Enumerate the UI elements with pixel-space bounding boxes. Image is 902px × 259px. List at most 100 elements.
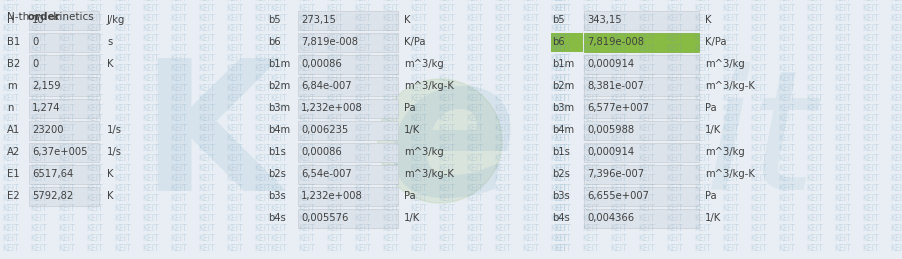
Text: KEIT: KEIT xyxy=(410,194,427,203)
Text: KEIT: KEIT xyxy=(438,4,455,13)
Text: 7,819e-008: 7,819e-008 xyxy=(301,37,358,47)
Text: KEIT: KEIT xyxy=(254,104,271,113)
Text: KEIT: KEIT xyxy=(354,4,371,13)
Text: KEIT: KEIT xyxy=(862,194,879,203)
Text: KEIT: KEIT xyxy=(750,144,767,153)
Text: KEIT: KEIT xyxy=(438,14,455,23)
FancyBboxPatch shape xyxy=(29,186,99,205)
Text: KEIT: KEIT xyxy=(582,34,599,43)
Text: 6,54e-007: 6,54e-007 xyxy=(301,169,352,179)
Text: m^3/kg-K: m^3/kg-K xyxy=(404,169,454,179)
Text: KEIT: KEIT xyxy=(494,134,511,143)
Text: KEIT: KEIT xyxy=(550,134,566,143)
Text: KEIT: KEIT xyxy=(582,234,599,243)
Text: KEIT: KEIT xyxy=(142,154,159,163)
Text: KEIT: KEIT xyxy=(554,0,571,3)
Text: KEIT: KEIT xyxy=(86,44,103,53)
Text: KEIT: KEIT xyxy=(410,114,427,123)
Text: KEIT: KEIT xyxy=(382,44,399,53)
Text: KEIT: KEIT xyxy=(326,0,343,3)
Text: KEIT: KEIT xyxy=(834,144,851,153)
Text: KEIT: KEIT xyxy=(494,74,511,83)
Text: KEIT: KEIT xyxy=(438,124,455,133)
Text: KEIT: KEIT xyxy=(638,164,655,173)
Text: KEIT: KEIT xyxy=(438,64,455,73)
Text: KEIT: KEIT xyxy=(834,244,851,253)
Text: KEIT: KEIT xyxy=(298,4,315,13)
Text: KEIT: KEIT xyxy=(86,244,103,253)
Text: KEIT: KEIT xyxy=(410,164,427,173)
Text: KEIT: KEIT xyxy=(86,24,103,33)
Text: KEIT: KEIT xyxy=(382,34,399,43)
Text: KEIT: KEIT xyxy=(30,114,47,123)
Text: KEIT: KEIT xyxy=(722,0,739,3)
Text: 6,84e-007: 6,84e-007 xyxy=(301,81,352,91)
Text: KEIT: KEIT xyxy=(750,134,767,143)
Text: KEIT: KEIT xyxy=(254,64,271,73)
Text: KEIT: KEIT xyxy=(778,234,795,243)
Text: b1s: b1s xyxy=(268,147,286,157)
Text: KEIT: KEIT xyxy=(638,44,655,53)
Text: KEIT: KEIT xyxy=(554,184,571,193)
Text: KEIT: KEIT xyxy=(550,214,566,223)
Text: KEIT: KEIT xyxy=(582,44,599,53)
Text: KEIT: KEIT xyxy=(30,54,47,63)
Text: KEIT: KEIT xyxy=(30,144,47,153)
Text: KEIT: KEIT xyxy=(550,14,566,23)
Text: KEIT: KEIT xyxy=(354,124,371,133)
Text: KEIT: KEIT xyxy=(2,154,19,163)
Text: KEIT: KEIT xyxy=(666,94,683,103)
Text: KEIT: KEIT xyxy=(694,114,711,123)
Text: KEIT: KEIT xyxy=(554,194,571,203)
Text: KEIT: KEIT xyxy=(198,224,215,233)
Text: KEIT: KEIT xyxy=(114,244,131,253)
Text: KEIT: KEIT xyxy=(226,84,243,93)
FancyBboxPatch shape xyxy=(29,76,99,96)
Text: KEIT: KEIT xyxy=(114,44,131,53)
Text: KEIT: KEIT xyxy=(114,234,131,243)
Text: KEIT: KEIT xyxy=(354,114,371,123)
Text: KEIT: KEIT xyxy=(666,164,683,173)
Text: KEIT: KEIT xyxy=(226,124,243,133)
Text: KEIT: KEIT xyxy=(890,14,902,23)
Text: KEIT: KEIT xyxy=(226,184,243,193)
Text: KEIT: KEIT xyxy=(270,204,287,213)
Text: KEIT: KEIT xyxy=(722,84,739,93)
Text: m^3/kg-K: m^3/kg-K xyxy=(705,169,755,179)
Text: KEIT: KEIT xyxy=(750,4,767,13)
Text: KEIT: KEIT xyxy=(778,54,795,63)
Text: KEIT: KEIT xyxy=(522,224,538,233)
Text: KEIT: KEIT xyxy=(354,84,371,93)
Text: KEIT: KEIT xyxy=(522,124,538,133)
Text: KEIT: KEIT xyxy=(666,184,683,193)
FancyBboxPatch shape xyxy=(584,11,699,30)
Text: KEIT: KEIT xyxy=(638,114,655,123)
Text: KEIT: KEIT xyxy=(170,0,187,3)
Text: KEIT: KEIT xyxy=(354,64,371,73)
Text: KEIT: KEIT xyxy=(438,174,455,183)
Text: b2m: b2m xyxy=(268,81,290,91)
Text: KEIT: KEIT xyxy=(638,4,655,13)
Text: KEIT: KEIT xyxy=(550,184,566,193)
Text: KEIT: KEIT xyxy=(30,194,47,203)
Text: KEIT: KEIT xyxy=(226,224,243,233)
Text: KEIT: KEIT xyxy=(2,34,19,43)
Text: KEIT: KEIT xyxy=(270,14,287,23)
Text: KEIT: KEIT xyxy=(834,134,851,143)
Text: KEIT: KEIT xyxy=(410,0,427,3)
Text: m^3/kg: m^3/kg xyxy=(404,147,444,157)
Text: KEIT: KEIT xyxy=(610,64,627,73)
Text: KEIT: KEIT xyxy=(326,104,343,113)
Text: KEIT: KEIT xyxy=(554,94,571,103)
Text: KEIT: KEIT xyxy=(298,74,315,83)
Text: b4m: b4m xyxy=(268,125,290,135)
Text: KEIT: KEIT xyxy=(550,164,566,173)
Text: 6,577e+007: 6,577e+007 xyxy=(587,103,649,113)
Text: KEIT: KEIT xyxy=(806,84,823,93)
Text: KEIT: KEIT xyxy=(254,44,271,53)
Text: KEIT: KEIT xyxy=(226,214,243,223)
Text: KEIT: KEIT xyxy=(666,84,683,93)
Text: order: order xyxy=(24,12,60,22)
Text: KEIT: KEIT xyxy=(554,134,571,143)
Text: KEIT: KEIT xyxy=(270,124,287,133)
